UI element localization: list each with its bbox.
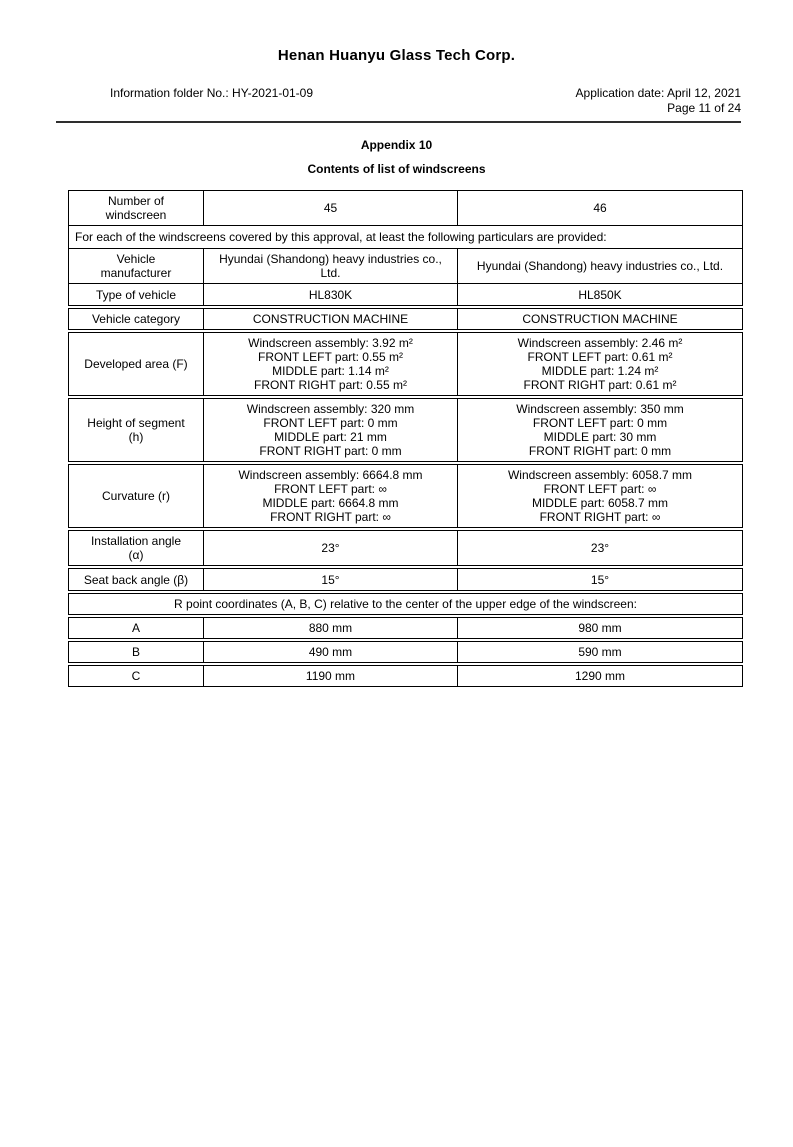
cell-coordinate-b-46: 590 mm	[457, 641, 743, 663]
cell-label-vehicle-manufacturer: Vehicle manufacturer	[68, 248, 204, 284]
cell-developed-area-45: Windscreen assembly: 3.92 m² FRONT LEFT …	[203, 332, 458, 396]
cell-developed-area-46: Windscreen assembly: 2.46 m² FRONT LEFT …	[457, 332, 743, 396]
row-coordinate-a: A 880 mm 980 mm	[68, 617, 743, 639]
document-page: Henan Huanyu Glass Tech Corp. Informatio…	[56, 47, 743, 687]
header-divider	[56, 121, 741, 123]
cell-category-45: CONSTRUCTION MACHINE	[203, 308, 458, 330]
row-number-of-windscreen: Number of windscreen 45 46	[68, 190, 743, 226]
table-group-identification: Number of windscreen 45 46 For each of t…	[68, 190, 743, 306]
cell-coordinate-a-46: 980 mm	[457, 617, 743, 639]
meta-right-block: Application date: April 12, 2021 Page 11…	[576, 86, 741, 116]
cell-windscreen-45-number: 45	[203, 190, 458, 226]
row-curvature: Curvature (r) Windscreen assembly: 6664.…	[68, 464, 743, 528]
cell-curvature-45: Windscreen assembly: 6664.8 mm FRONT LEF…	[203, 464, 458, 528]
company-title: Henan Huanyu Glass Tech Corp.	[277, 47, 516, 64]
windscreen-spec-table: Number of windscreen 45 46 For each of t…	[68, 190, 743, 687]
cell-height-46: Windscreen assembly: 350 mm FRONT LEFT p…	[457, 398, 743, 462]
cell-label-number-of-windscreen: Number of windscreen	[68, 190, 204, 226]
table-row-vehicle-category: Vehicle category CONSTRUCTION MACHINE CO…	[68, 308, 743, 330]
cell-coordinate-b-45: 490 mm	[203, 641, 458, 663]
cell-curvature-46: Windscreen assembly: 6058.7 mm FRONT LEF…	[457, 464, 743, 528]
cell-manufacturer-46: Hyundai (Shandong) heavy industries co.,…	[457, 248, 743, 284]
cell-label-curvature: Curvature (r)	[68, 464, 204, 528]
table-row-coordinate-a: A 880 mm 980 mm	[68, 617, 743, 639]
document-meta-row: Information folder No.: HY-2021-01-09 Ap…	[110, 86, 741, 116]
application-date: Application date: April 12, 2021	[575, 86, 741, 100]
cell-seat-back-angle-46: 15°	[457, 568, 743, 591]
row-coordinate-c: C 1190 mm 1290 mm	[68, 665, 743, 687]
cell-label-height-of-segment: Height of segment (h)	[68, 398, 204, 462]
row-approval-note: For each of the windscreens covered by t…	[68, 225, 743, 249]
appendix-title: Appendix 10	[360, 138, 433, 152]
row-developed-area: Developed area (F) Windscreen assembly: …	[68, 332, 743, 396]
row-vehicle-manufacturer: Vehicle manufacturer Hyundai (Shandong) …	[68, 248, 743, 284]
cell-installation-angle-46: 23°	[457, 530, 743, 566]
info-folder-number: Information folder No.: HY-2021-01-09	[110, 86, 314, 100]
cell-manufacturer-45: Hyundai (Shandong) heavy industries co.,…	[203, 248, 458, 284]
cell-label-developed-area: Developed area (F)	[68, 332, 204, 396]
table-row-r-point-note: R point coordinates (A, B, C) relative t…	[68, 593, 743, 615]
row-height-of-segment: Height of segment (h) Windscreen assembl…	[68, 398, 743, 462]
cell-label-vehicle-category: Vehicle category	[68, 308, 204, 330]
blank-page-area	[0, 687, 793, 1147]
cell-vehicle-type-46: HL850K	[457, 283, 743, 306]
cell-label-type-of-vehicle: Type of vehicle	[68, 283, 204, 306]
cell-label-coordinate-a: A	[68, 617, 204, 639]
row-r-point-note: R point coordinates (A, B, C) relative t…	[68, 593, 743, 615]
row-vehicle-category: Vehicle category CONSTRUCTION MACHINE CO…	[68, 308, 743, 330]
cell-label-seat-back-angle: Seat back angle (β)	[68, 568, 204, 591]
page-number: Page 11 of 24	[667, 101, 741, 115]
cell-seat-back-angle-45: 15°	[203, 568, 458, 591]
cell-approval-note: For each of the windscreens covered by t…	[68, 225, 743, 249]
row-coordinate-b: B 490 mm 590 mm	[68, 641, 743, 663]
table-row-coordinate-c: C 1190 mm 1290 mm	[68, 665, 743, 687]
table-row-height-of-segment: Height of segment (h) Windscreen assembl…	[68, 398, 743, 462]
table-row-seat-back-angle: Seat back angle (β) 15° 15°	[68, 568, 743, 591]
table-row-installation-angle: Installation angle (α) 23° 23°	[68, 530, 743, 566]
cell-category-46: CONSTRUCTION MACHINE	[457, 308, 743, 330]
table-row-coordinate-b: B 490 mm 590 mm	[68, 641, 743, 663]
cell-label-installation-angle: Installation angle (α)	[68, 530, 204, 566]
table-row-developed-area: Developed area (F) Windscreen assembly: …	[68, 332, 743, 396]
row-type-of-vehicle: Type of vehicle HL830K HL850K	[68, 283, 743, 306]
row-seat-back-angle: Seat back angle (β) 15° 15°	[68, 568, 743, 591]
row-installation-angle: Installation angle (α) 23° 23°	[68, 530, 743, 566]
cell-coordinate-c-46: 1290 mm	[457, 665, 743, 687]
cell-windscreen-46-number: 46	[457, 190, 743, 226]
cell-coordinate-c-45: 1190 mm	[203, 665, 458, 687]
cell-coordinate-a-45: 880 mm	[203, 617, 458, 639]
cell-label-coordinate-c: C	[68, 665, 204, 687]
cell-vehicle-type-45: HL830K	[203, 283, 458, 306]
cell-installation-angle-45: 23°	[203, 530, 458, 566]
cell-height-45: Windscreen assembly: 320 mm FRONT LEFT p…	[203, 398, 458, 462]
cell-r-point-note: R point coordinates (A, B, C) relative t…	[68, 593, 743, 615]
cell-label-coordinate-b: B	[68, 641, 204, 663]
table-row-curvature: Curvature (r) Windscreen assembly: 6664.…	[68, 464, 743, 528]
contents-subtitle: Contents of list of windscreens	[307, 162, 486, 176]
